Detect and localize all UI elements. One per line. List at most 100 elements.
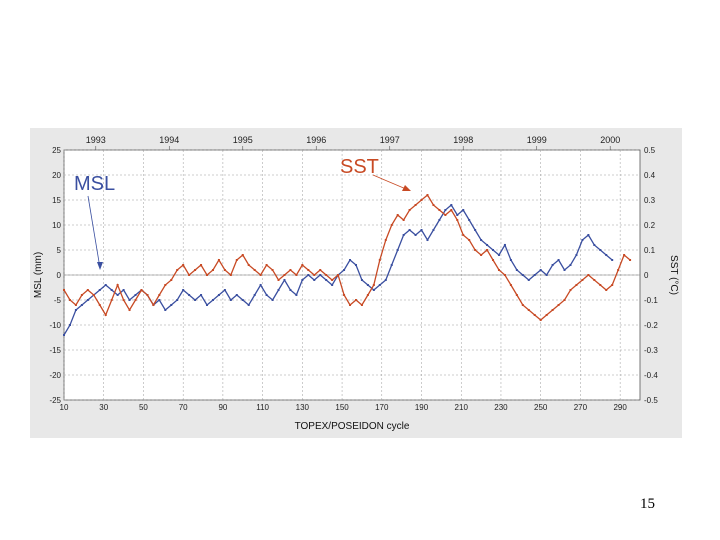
data-point-sst bbox=[545, 314, 548, 316]
data-point-sst bbox=[629, 259, 632, 261]
data-point-sst bbox=[241, 254, 244, 256]
x-tick-label: 270 bbox=[574, 403, 588, 412]
data-point-msl bbox=[366, 284, 369, 286]
y-tick-label-left: -25 bbox=[49, 396, 61, 405]
data-point-msl bbox=[557, 259, 560, 261]
data-point-sst bbox=[575, 284, 578, 286]
data-point-sst bbox=[509, 284, 512, 286]
data-point-msl bbox=[354, 264, 357, 266]
data-point-sst bbox=[206, 274, 209, 276]
data-point-sst bbox=[444, 214, 447, 216]
y-tick-label-left: -20 bbox=[49, 371, 61, 380]
sst-annotation: SST bbox=[340, 156, 379, 178]
data-point-msl bbox=[283, 279, 286, 281]
x-tick-label: 50 bbox=[139, 403, 148, 412]
data-point-msl bbox=[265, 294, 268, 296]
data-point-sst bbox=[474, 249, 477, 251]
data-point-sst bbox=[539, 319, 542, 321]
data-point-msl bbox=[372, 289, 375, 291]
data-point-sst bbox=[551, 309, 554, 311]
year-label: 1995 bbox=[233, 135, 253, 145]
data-point-msl bbox=[277, 289, 280, 291]
data-point-sst bbox=[456, 219, 459, 221]
data-point-sst bbox=[116, 284, 119, 286]
y-tick-label-left: 20 bbox=[52, 171, 61, 180]
sst-annotation-arrow bbox=[372, 174, 407, 190]
data-point-msl bbox=[116, 294, 119, 296]
data-point-sst bbox=[408, 209, 411, 211]
data-point-sst bbox=[521, 304, 524, 306]
data-point-sst bbox=[420, 199, 423, 201]
data-point-msl bbox=[194, 299, 197, 301]
data-point-sst bbox=[581, 279, 584, 281]
data-point-msl bbox=[414, 234, 417, 236]
data-point-sst bbox=[533, 314, 536, 316]
data-point-msl bbox=[188, 294, 191, 296]
data-point-msl bbox=[426, 239, 429, 241]
data-point-sst bbox=[438, 209, 441, 211]
data-point-msl bbox=[319, 274, 322, 276]
data-point-sst bbox=[182, 264, 185, 266]
data-point-sst bbox=[289, 269, 292, 271]
data-point-sst bbox=[515, 294, 518, 296]
data-point-sst bbox=[80, 294, 83, 296]
year-label: 2000 bbox=[600, 135, 620, 145]
data-point-msl bbox=[259, 284, 262, 286]
year-label: 1999 bbox=[527, 135, 547, 145]
y-tick-label-right: 0.5 bbox=[644, 146, 656, 155]
msl-annotation: MSL bbox=[74, 173, 115, 195]
y-axis-left-label: MSL (mm) bbox=[33, 252, 44, 298]
data-point-sst bbox=[497, 269, 500, 271]
data-point-msl bbox=[497, 254, 500, 256]
y-tick-label-right: 0.2 bbox=[644, 221, 656, 230]
x-tick-label: 30 bbox=[99, 403, 108, 412]
data-point-sst bbox=[354, 299, 357, 301]
msl-arrow-head bbox=[97, 262, 103, 270]
data-point-sst bbox=[343, 294, 346, 296]
y-tick-label-right: 0.1 bbox=[644, 246, 656, 255]
data-point-msl bbox=[271, 299, 274, 301]
data-point-msl bbox=[503, 244, 506, 246]
data-point-msl bbox=[200, 294, 203, 296]
data-point-msl bbox=[63, 334, 65, 336]
data-point-msl bbox=[217, 294, 220, 296]
data-point-sst bbox=[247, 264, 250, 266]
data-point-msl bbox=[211, 299, 214, 301]
chart-svg: -25 -0.5 -20 -0.4 -15 -0.3 -10 -0.2 -5 -0.1 0 0 5 0.1… bbox=[30, 128, 682, 438]
data-point-msl bbox=[68, 324, 71, 326]
data-point-sst bbox=[104, 314, 107, 316]
data-point-msl bbox=[575, 254, 578, 256]
data-point-sst bbox=[295, 274, 298, 276]
x-tick-label: 190 bbox=[415, 403, 429, 412]
x-tick-label: 250 bbox=[534, 403, 548, 412]
data-point-sst bbox=[372, 284, 375, 286]
year-label: 1993 bbox=[86, 135, 106, 145]
data-point-msl bbox=[486, 244, 489, 246]
data-point-sst bbox=[313, 274, 316, 276]
data-point-msl bbox=[378, 284, 381, 286]
data-point-sst bbox=[200, 264, 203, 266]
data-point-msl bbox=[605, 254, 608, 256]
data-point-msl bbox=[307, 274, 310, 276]
x-tick-label: 230 bbox=[494, 403, 508, 412]
data-point-msl bbox=[164, 309, 167, 311]
data-point-sst bbox=[194, 269, 197, 271]
data-point-sst bbox=[92, 294, 95, 296]
y-tick-label-right: -0.2 bbox=[644, 321, 658, 330]
year-label: 1994 bbox=[159, 135, 179, 145]
sst-arrow-head bbox=[402, 185, 411, 191]
data-point-sst bbox=[152, 304, 155, 306]
data-point-sst bbox=[563, 299, 566, 301]
data-point-sst bbox=[396, 214, 399, 216]
data-point-sst bbox=[188, 274, 191, 276]
page-number: 15 bbox=[640, 496, 655, 512]
y-tick-label-left: -10 bbox=[49, 321, 61, 330]
data-point-sst bbox=[146, 294, 149, 296]
data-point-sst bbox=[557, 304, 560, 306]
data-point-msl bbox=[581, 239, 584, 241]
grid-lines bbox=[63, 149, 640, 401]
data-point-msl bbox=[247, 304, 250, 306]
x-tick-label: 10 bbox=[60, 403, 69, 412]
y-axis-right-label: SST (°C) bbox=[668, 255, 679, 295]
y-tick-label-left: 5 bbox=[57, 246, 62, 255]
